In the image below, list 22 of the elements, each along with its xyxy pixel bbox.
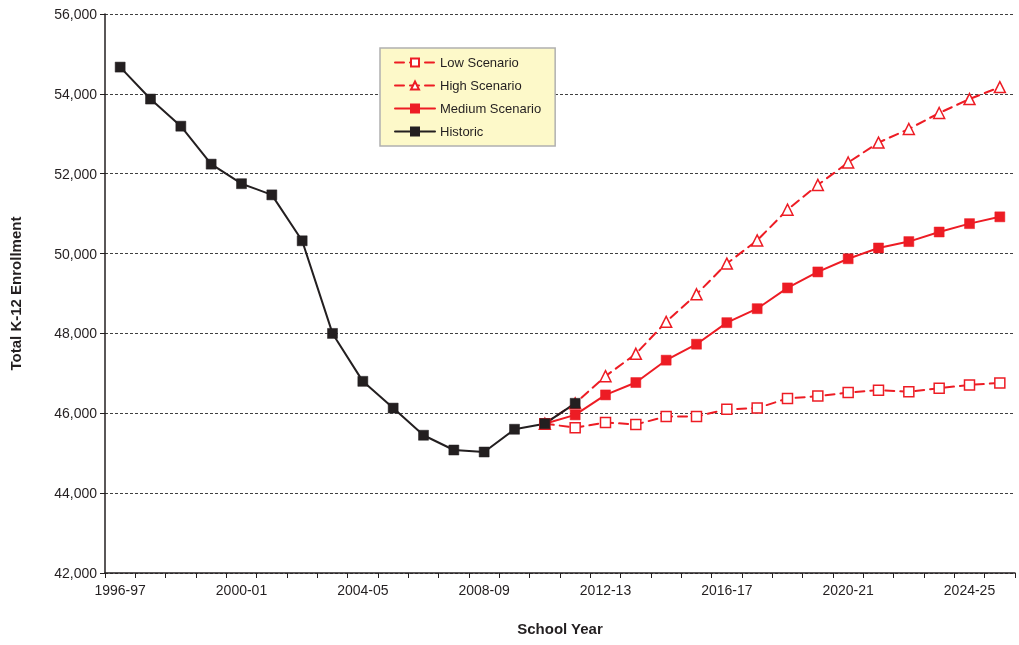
x-tick-label: 2008-09 bbox=[458, 582, 511, 598]
legend-label: High Scenario bbox=[440, 78, 522, 93]
legend-label: Low Scenario bbox=[440, 55, 519, 70]
x-tick-label: 2004-05 bbox=[337, 582, 389, 598]
y-tick-label: 44,000 bbox=[54, 485, 98, 502]
x-tick-label: 2020-21 bbox=[822, 582, 875, 598]
y-tick-label: 42,000 bbox=[54, 565, 98, 581]
x-tick-label: 2024-25 bbox=[943, 582, 996, 598]
y-tick-label: 50,000 bbox=[54, 245, 98, 262]
x-tick-label: 2012-13 bbox=[579, 582, 632, 598]
y-tick-label: 54,000 bbox=[54, 85, 98, 102]
y-tick-label: 52,000 bbox=[54, 165, 98, 182]
x-tick-label: 2000-01 bbox=[215, 582, 268, 598]
legend-label: Historic bbox=[440, 124, 484, 139]
x-tick-label: 2016-17 bbox=[701, 582, 753, 598]
legend-label: Medium Scenario bbox=[440, 101, 542, 116]
y-tick-label: 56,000 bbox=[54, 6, 98, 22]
y-tick-label: 46,000 bbox=[54, 405, 98, 422]
y-tick-label: 48,000 bbox=[54, 325, 98, 342]
x-tick-label: 1996-97 bbox=[94, 582, 147, 598]
x-axis-title: School Year bbox=[517, 620, 603, 637]
y-axis-title: Total K-12 Enrollment bbox=[7, 216, 24, 371]
